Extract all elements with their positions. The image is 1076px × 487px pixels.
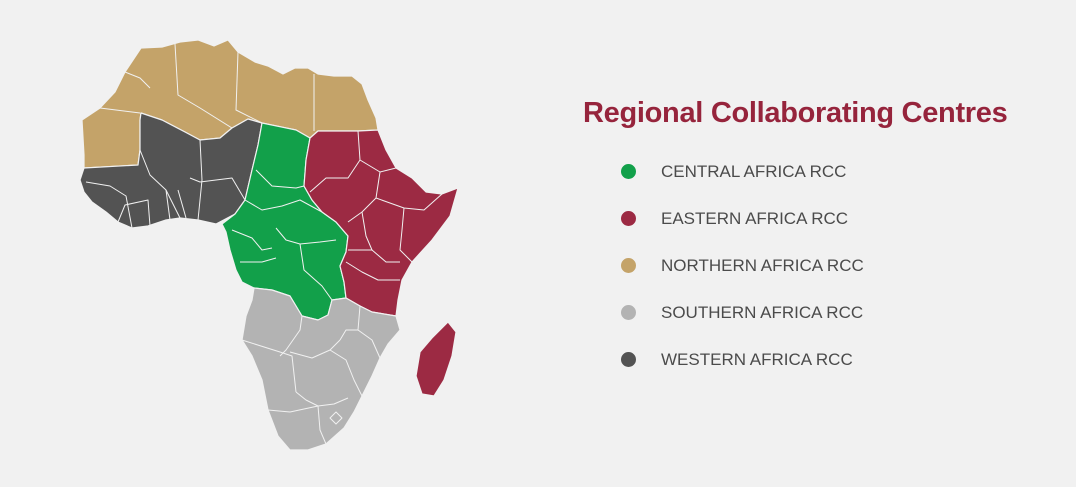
legend-item-central[interactable]: CENTRAL AFRICA RCC [583,161,1053,208]
legend-dot-icon [621,258,636,273]
legend-dot-icon [621,211,636,226]
legend-dot-icon [621,352,636,367]
legend-label: EASTERN AFRICA RCC [661,209,849,228]
country-borders [85,43,443,445]
region-eastern[interactable] [303,129,459,317]
legend-label: CENTRAL AFRICA RCC [661,162,847,181]
legend-item-southern[interactable]: SOUTHERN AFRICA RCC [583,302,1053,349]
legend-item-western[interactable]: WESTERN AFRICA RCC [583,349,1053,396]
region-southern[interactable] [241,287,401,451]
legend-label: WESTERN AFRICA RCC [661,350,853,369]
legend-item-northern[interactable]: NORTHERN AFRICA RCC [583,255,1053,302]
legend-label: SOUTHERN AFRICA RCC [661,303,864,322]
page-title: Regional Collaborating Centres [583,97,1008,129]
legend-label: NORTHERN AFRICA RCC [661,256,864,275]
legend: Regional Collaborating Centres CENTRAL A… [583,94,1053,396]
africa-map [79,39,459,451]
legend-list: CENTRAL AFRICA RCC EASTERN AFRICA RCC NO… [583,161,1053,396]
legend-dot-icon [621,305,636,320]
region-eastern-madagascar[interactable] [415,321,457,397]
legend-item-eastern[interactable]: EASTERN AFRICA RCC [583,208,1053,255]
legend-dot-icon [621,164,636,179]
